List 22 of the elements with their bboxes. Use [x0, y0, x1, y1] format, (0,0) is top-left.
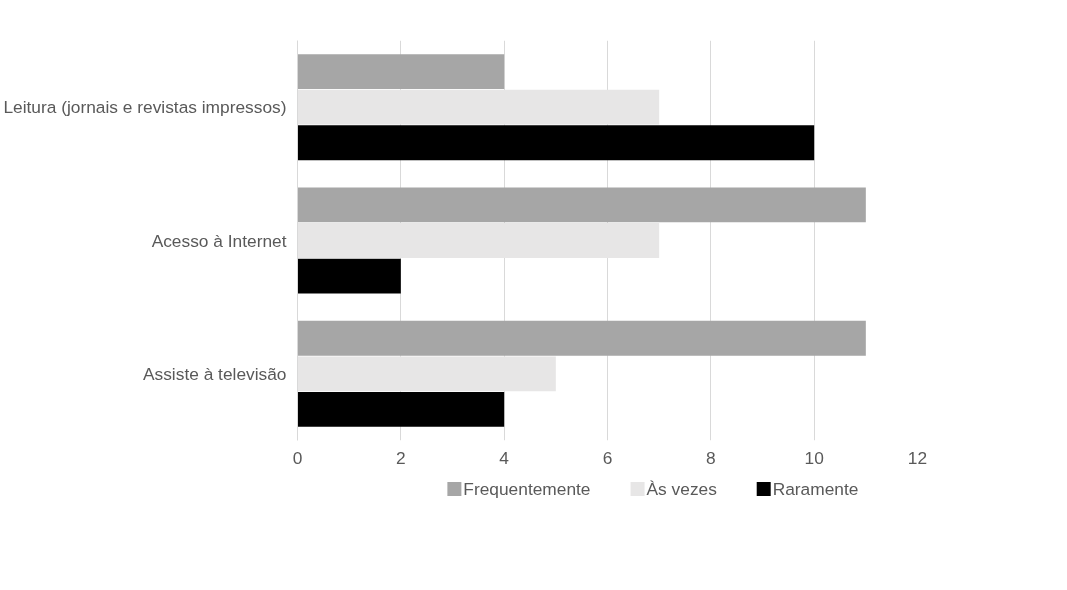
bar [297, 320, 866, 356]
legend-label: Raramente [772, 479, 859, 499]
x-tick-label: 6 [602, 447, 613, 468]
bar [297, 187, 866, 223]
y-tick-label: Acesso à Internet [151, 230, 287, 251]
bar [297, 89, 660, 125]
bar [297, 223, 660, 258]
x-tick-label: 0 [292, 447, 303, 468]
bar [297, 391, 505, 427]
bar [297, 125, 815, 161]
legend-label: Às vezes [646, 479, 718, 499]
x-tick-label: 12 [907, 447, 928, 468]
x-tick-label: 2 [396, 447, 406, 468]
bar [297, 356, 556, 392]
x-tick-label: 4 [499, 447, 510, 468]
bar [297, 54, 505, 90]
x-tick-label: 10 [804, 447, 824, 468]
y-tick-label: Assiste à televisão [142, 363, 287, 384]
y-tick-label: Leitura (jornais e revistas impressos) [3, 97, 287, 118]
bar [297, 258, 401, 294]
legend-label: Frequentemente [463, 479, 591, 499]
x-tick-label: 8 [706, 447, 716, 468]
